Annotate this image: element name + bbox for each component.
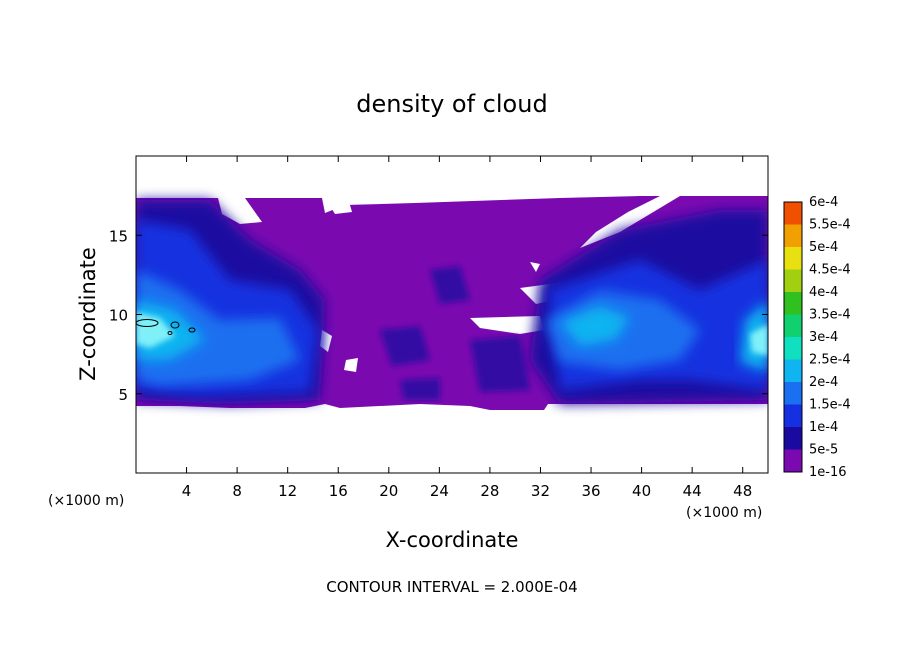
y-axis: 5 10 15 [109, 227, 768, 404]
x-tick-label: 16 [329, 482, 348, 500]
colorbar-swatch [784, 449, 802, 472]
chart-title: density of cloud [356, 90, 547, 118]
x-tick-label: 28 [480, 482, 499, 500]
colorbar-label: 5e-5 [809, 443, 838, 458]
colorbar-swatch [784, 359, 802, 382]
x-axis-label: X-coordinate [386, 528, 519, 552]
x-unit-right: (×1000 m) [686, 505, 762, 521]
x-unit-left: (×1000 m) [48, 493, 124, 509]
y-tick-label: 15 [109, 227, 128, 245]
colorbar-swatch [784, 247, 802, 270]
colorbar-swatch [784, 292, 802, 315]
plot-area [136, 196, 768, 410]
colorbar-swatch [784, 314, 802, 337]
left-cloud-mass [136, 200, 325, 404]
middle-cloud-patches [380, 266, 530, 400]
x-tick-label: 8 [232, 482, 242, 500]
colorbar-swatch [784, 382, 802, 405]
x-tick-label: 44 [683, 482, 702, 500]
contour-interval-note: CONTOUR INTERVAL = 2.000E-04 [326, 578, 577, 596]
colorbar-swatch [784, 269, 802, 292]
colorbar-swatch [784, 224, 802, 247]
x-tick-label: 48 [733, 482, 752, 500]
x-tick-label: 24 [430, 482, 449, 500]
colorbar-label: 5e-4 [809, 240, 838, 255]
colorbar-label: 1e-4 [809, 420, 838, 435]
colorbar-label: 3.5e-4 [809, 308, 851, 323]
colorbar-swatch [784, 337, 802, 360]
colorbar-label: 1.5e-4 [809, 398, 851, 413]
colorbar-swatch [784, 427, 802, 450]
y-tick-label: 10 [109, 307, 128, 325]
colorbar-label: 3e-4 [809, 330, 838, 345]
y-axis-label: Z-coordinate [76, 247, 100, 381]
colorbar-label: 5.5e-4 [809, 218, 851, 233]
colorbar: 1e-16 5e-5 1e-4 1.5e-4 2e-4 2.5e-4 3e-4 3.5e-4 4… [783, 195, 851, 480]
colorbar-label: 4e-4 [809, 285, 838, 300]
right-cloud-mass [530, 210, 768, 404]
x-tick-label: 32 [531, 482, 550, 500]
y-tick-label: 5 [118, 386, 128, 404]
clear-air-patches [218, 196, 680, 372]
x-axis: 4 8 12 16 20 24 28 32 36 40 44 48 [182, 156, 752, 500]
x-tick-label: 12 [278, 482, 297, 500]
colorbar-label: 2.5e-4 [809, 353, 851, 368]
x-tick-label: 4 [182, 482, 192, 500]
colorbar-label: 4.5e-4 [809, 263, 851, 278]
x-tick-label: 20 [379, 482, 398, 500]
colorbar-frame [783, 201, 803, 473]
colorbar-swatch [784, 404, 802, 427]
colorbar-label: 2e-4 [809, 375, 838, 390]
x-tick-label: 40 [632, 482, 651, 500]
colorbar-swatch [784, 202, 802, 225]
contour-lines [136, 319, 196, 335]
x-tick-label: 36 [581, 482, 600, 500]
colorbar-label: 1e-16 [809, 465, 847, 480]
colorbar-label: 6e-4 [809, 195, 838, 210]
